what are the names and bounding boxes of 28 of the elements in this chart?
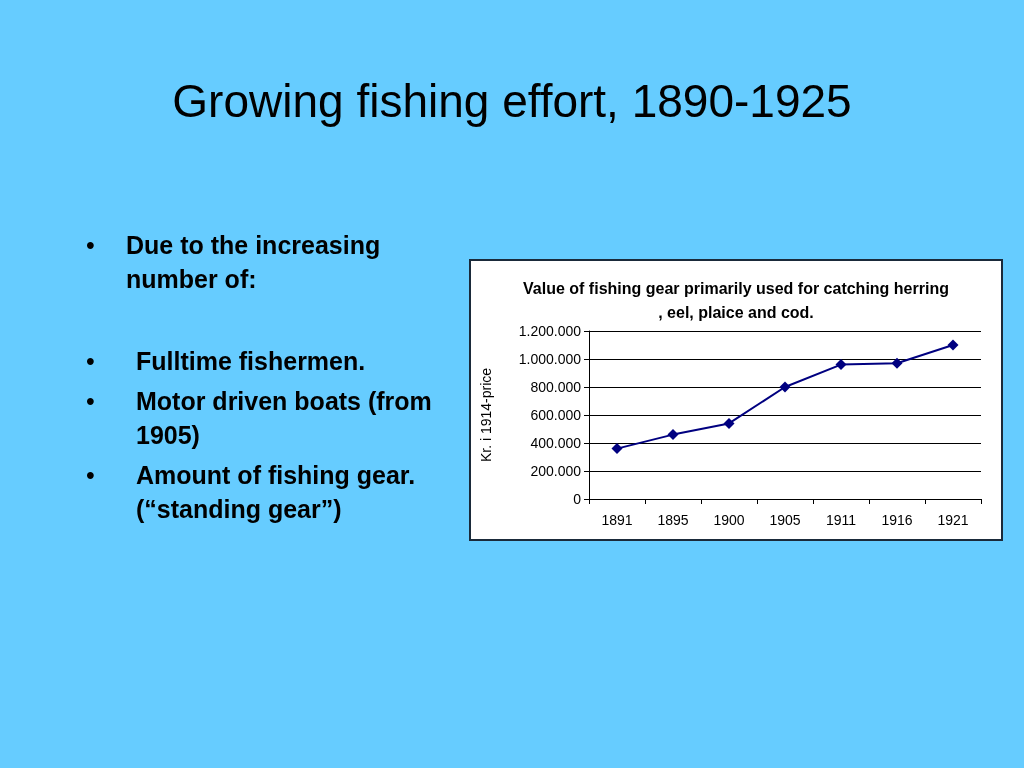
chart-subtitle: Value of fishing gear primarily used for catching herring, eel, plaice and cod. <box>523 279 949 321</box>
y-tick-label: 600.000 <box>530 407 582 423</box>
y-tick-label: 1.000.000 <box>518 351 582 367</box>
y-axis-title: Kr. i 1914-price <box>478 367 494 463</box>
text: • Due to the increasing number of: <box>86 231 381 293</box>
y-tick-label: 200.000 <box>530 463 582 479</box>
y-tick-label: 1.200.000 <box>518 323 582 339</box>
y-tick-label: 0 <box>573 491 582 507</box>
x-tick-label: 1911 <box>825 512 857 528</box>
point <box>891 357 903 369</box>
text: • Amount of fishing gear. (“standing gear”) <box>86 461 416 523</box>
y-tick-label: 400.000 <box>530 435 582 451</box>
text: • Fulltime fishermen. <box>86 347 366 375</box>
point <box>611 443 623 455</box>
point <box>835 359 847 371</box>
point <box>947 339 959 351</box>
point <box>779 381 791 393</box>
x-tick-label: 1905 <box>769 512 801 528</box>
chart-title: Growing fishing effort, 1890-1925 <box>171 74 853 129</box>
x-tick-label: 1921 <box>937 512 969 528</box>
point <box>723 417 735 429</box>
x-tick-label: 1891 <box>601 512 633 528</box>
x-tick-label: 1895 <box>657 512 689 528</box>
x-tick-label: 1900 <box>713 512 745 528</box>
x-tick-label: 1916 <box>881 512 913 528</box>
text: • Motor driven boats (from 1905) <box>86 387 432 449</box>
point <box>667 429 679 441</box>
y-tick-label: 800.000 <box>530 379 582 395</box>
